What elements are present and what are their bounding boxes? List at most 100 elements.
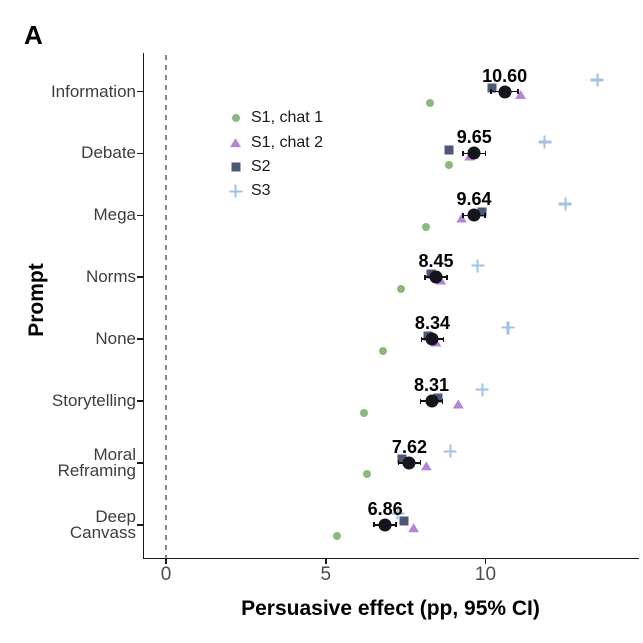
pooled-value-label: 7.62 bbox=[391, 436, 427, 457]
s3-legend-icon-bar bbox=[234, 184, 237, 198]
plot-panel bbox=[143, 53, 639, 559]
data-point-s1-chat-2 bbox=[452, 399, 464, 409]
x-axis-tick-10 bbox=[484, 558, 487, 564]
pooled-errorbar-cap bbox=[419, 460, 422, 466]
y-axis-tick-storytelling bbox=[137, 400, 143, 402]
data-point-s3-bar bbox=[449, 444, 452, 458]
category-label-mega: Mega bbox=[93, 205, 136, 225]
data-point-s3 bbox=[475, 383, 489, 396]
x-axis-tick-label-5: 5 bbox=[320, 564, 332, 585]
pooled-estimate-dot bbox=[467, 208, 481, 222]
legend-label-s2: S2 bbox=[251, 157, 271, 175]
data-point-s2 bbox=[399, 516, 409, 526]
data-point-s3-bar bbox=[564, 197, 567, 211]
pooled-errorbar-cap bbox=[462, 150, 464, 156]
pooled-errorbar-cap bbox=[446, 274, 448, 280]
legend-marker-box-s2 bbox=[227, 158, 244, 175]
data-point-s3-bar bbox=[481, 383, 484, 396]
pooled-errorbar-cap bbox=[395, 522, 397, 528]
data-point-s2 bbox=[397, 454, 407, 464]
pooled-value-label: 9.64 bbox=[456, 189, 492, 210]
pooled-estimate-dot bbox=[402, 456, 416, 470]
legend-item-s2: S2 bbox=[227, 155, 323, 179]
data-point-s1-chat-1 bbox=[332, 532, 341, 541]
legend-marker-box-s3 bbox=[227, 183, 244, 200]
pooled-value-label: 8.31 bbox=[413, 375, 450, 395]
data-point-s1-chat-1 bbox=[363, 470, 372, 479]
x-axis-tick-label-0: 0 bbox=[160, 564, 172, 585]
pooled-errorbar-cap bbox=[424, 274, 426, 280]
data-point-s3-bar bbox=[506, 321, 510, 335]
pooled-errorbar-cap bbox=[441, 398, 444, 404]
pooled-errorbar-cap bbox=[484, 150, 487, 156]
y-axis-tick-deep-canvass bbox=[137, 524, 143, 526]
s3-legend-icon bbox=[229, 184, 242, 198]
data-point-s1-chat-2 bbox=[420, 461, 432, 471]
s2-legend-icon bbox=[231, 162, 240, 172]
data-point-s3 bbox=[501, 321, 515, 335]
pooled-estimate-dot bbox=[425, 332, 439, 346]
data-point-s3 bbox=[590, 73, 604, 87]
y-axis-tick-debate bbox=[137, 152, 143, 155]
data-point-s3-bar bbox=[396, 506, 399, 520]
s1-chat-2-legend-icon bbox=[230, 138, 241, 148]
y-axis-title: Prompt bbox=[25, 263, 48, 337]
pooled-estimate-dot bbox=[378, 518, 392, 532]
data-point-s1-chat-1 bbox=[444, 160, 453, 169]
data-point-s3-bar bbox=[596, 73, 599, 87]
pooled-errorbar-cap bbox=[419, 398, 422, 404]
data-point-s2 bbox=[477, 207, 487, 217]
pooled-errorbar-cap bbox=[420, 336, 423, 342]
s1-chat-1-legend-icon bbox=[231, 114, 240, 123]
legend-label-s3: S3 bbox=[251, 182, 271, 200]
pooled-errorbar-cap bbox=[490, 89, 492, 94]
pooled-value-label: 10.60 bbox=[482, 65, 528, 86]
data-point-s3-bar bbox=[476, 259, 479, 273]
data-point-s2 bbox=[433, 393, 443, 402]
data-point-s2 bbox=[444, 145, 454, 155]
data-point-s3 bbox=[471, 259, 484, 273]
legend: S1, chat 1 S1, chat 2 S2 S3 bbox=[227, 106, 323, 204]
pooled-estimate-dot bbox=[429, 270, 443, 284]
pooled-errorbar-cap bbox=[517, 89, 520, 94]
data-point-s1-chat-1 bbox=[425, 99, 434, 107]
data-point-s2 bbox=[487, 83, 497, 93]
y-axis-tick-moral-reframing bbox=[137, 462, 143, 464]
pooled-errorbar-cap bbox=[442, 336, 445, 342]
y-axis-tick-mega bbox=[137, 214, 143, 217]
pooled-errorbar-cap bbox=[373, 522, 375, 528]
pooled-estimate-dot bbox=[498, 85, 512, 98]
data-point-s1-chat-1 bbox=[379, 346, 388, 355]
data-point-s1-chat-1 bbox=[360, 408, 369, 417]
pooled-estimate-dot bbox=[425, 394, 438, 408]
category-label-storytelling: Storytelling bbox=[51, 391, 136, 410]
data-point-s1-chat-2 bbox=[456, 213, 468, 223]
legend-item-s1-chat-2: S1, chat 2 bbox=[227, 130, 323, 154]
panel-label: A bbox=[24, 20, 43, 50]
legend-label-s1-chat-2: S1, chat 2 bbox=[251, 133, 324, 151]
data-point-s3 bbox=[538, 135, 552, 149]
category-label-moral-reframing: Moral Reframing bbox=[57, 444, 136, 480]
category-label-norms: Norms bbox=[85, 267, 136, 287]
x-axis-title: Persuasive effect (pp, 95% CI) bbox=[241, 597, 540, 620]
legend-item-s3: S3 bbox=[227, 179, 323, 203]
y-axis-tick-none bbox=[137, 338, 143, 340]
category-label-debate: Debate bbox=[81, 143, 136, 163]
y-axis-tick-information bbox=[137, 90, 143, 93]
pooled-value-label: 6.86 bbox=[367, 498, 403, 519]
legend-label-s1-chat-1: S1, chat 1 bbox=[251, 109, 324, 127]
data-point-s3 bbox=[391, 506, 405, 520]
x-axis-tick-0 bbox=[165, 558, 167, 564]
zero-reference-line bbox=[165, 55, 167, 558]
pooled-errorbar-cap bbox=[462, 212, 464, 218]
data-point-s1-chat-2 bbox=[515, 90, 527, 99]
data-point-s1-chat-1 bbox=[396, 284, 405, 293]
category-label-information: Information bbox=[50, 81, 136, 101]
pooled-value-label: 8.45 bbox=[418, 251, 454, 272]
pooled-value-label: 8.34 bbox=[414, 313, 450, 334]
pooled-errorbar-cap bbox=[484, 212, 486, 218]
category-label-deep-canvass: Deep Canvass bbox=[69, 506, 136, 542]
x-axis-tick-5 bbox=[324, 558, 327, 564]
legend-marker-box-s1-chat-2 bbox=[227, 134, 244, 151]
